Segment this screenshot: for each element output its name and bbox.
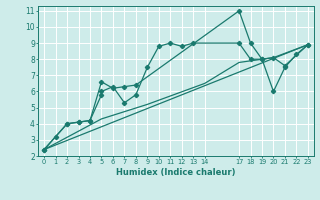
X-axis label: Humidex (Indice chaleur): Humidex (Indice chaleur) — [116, 168, 236, 177]
